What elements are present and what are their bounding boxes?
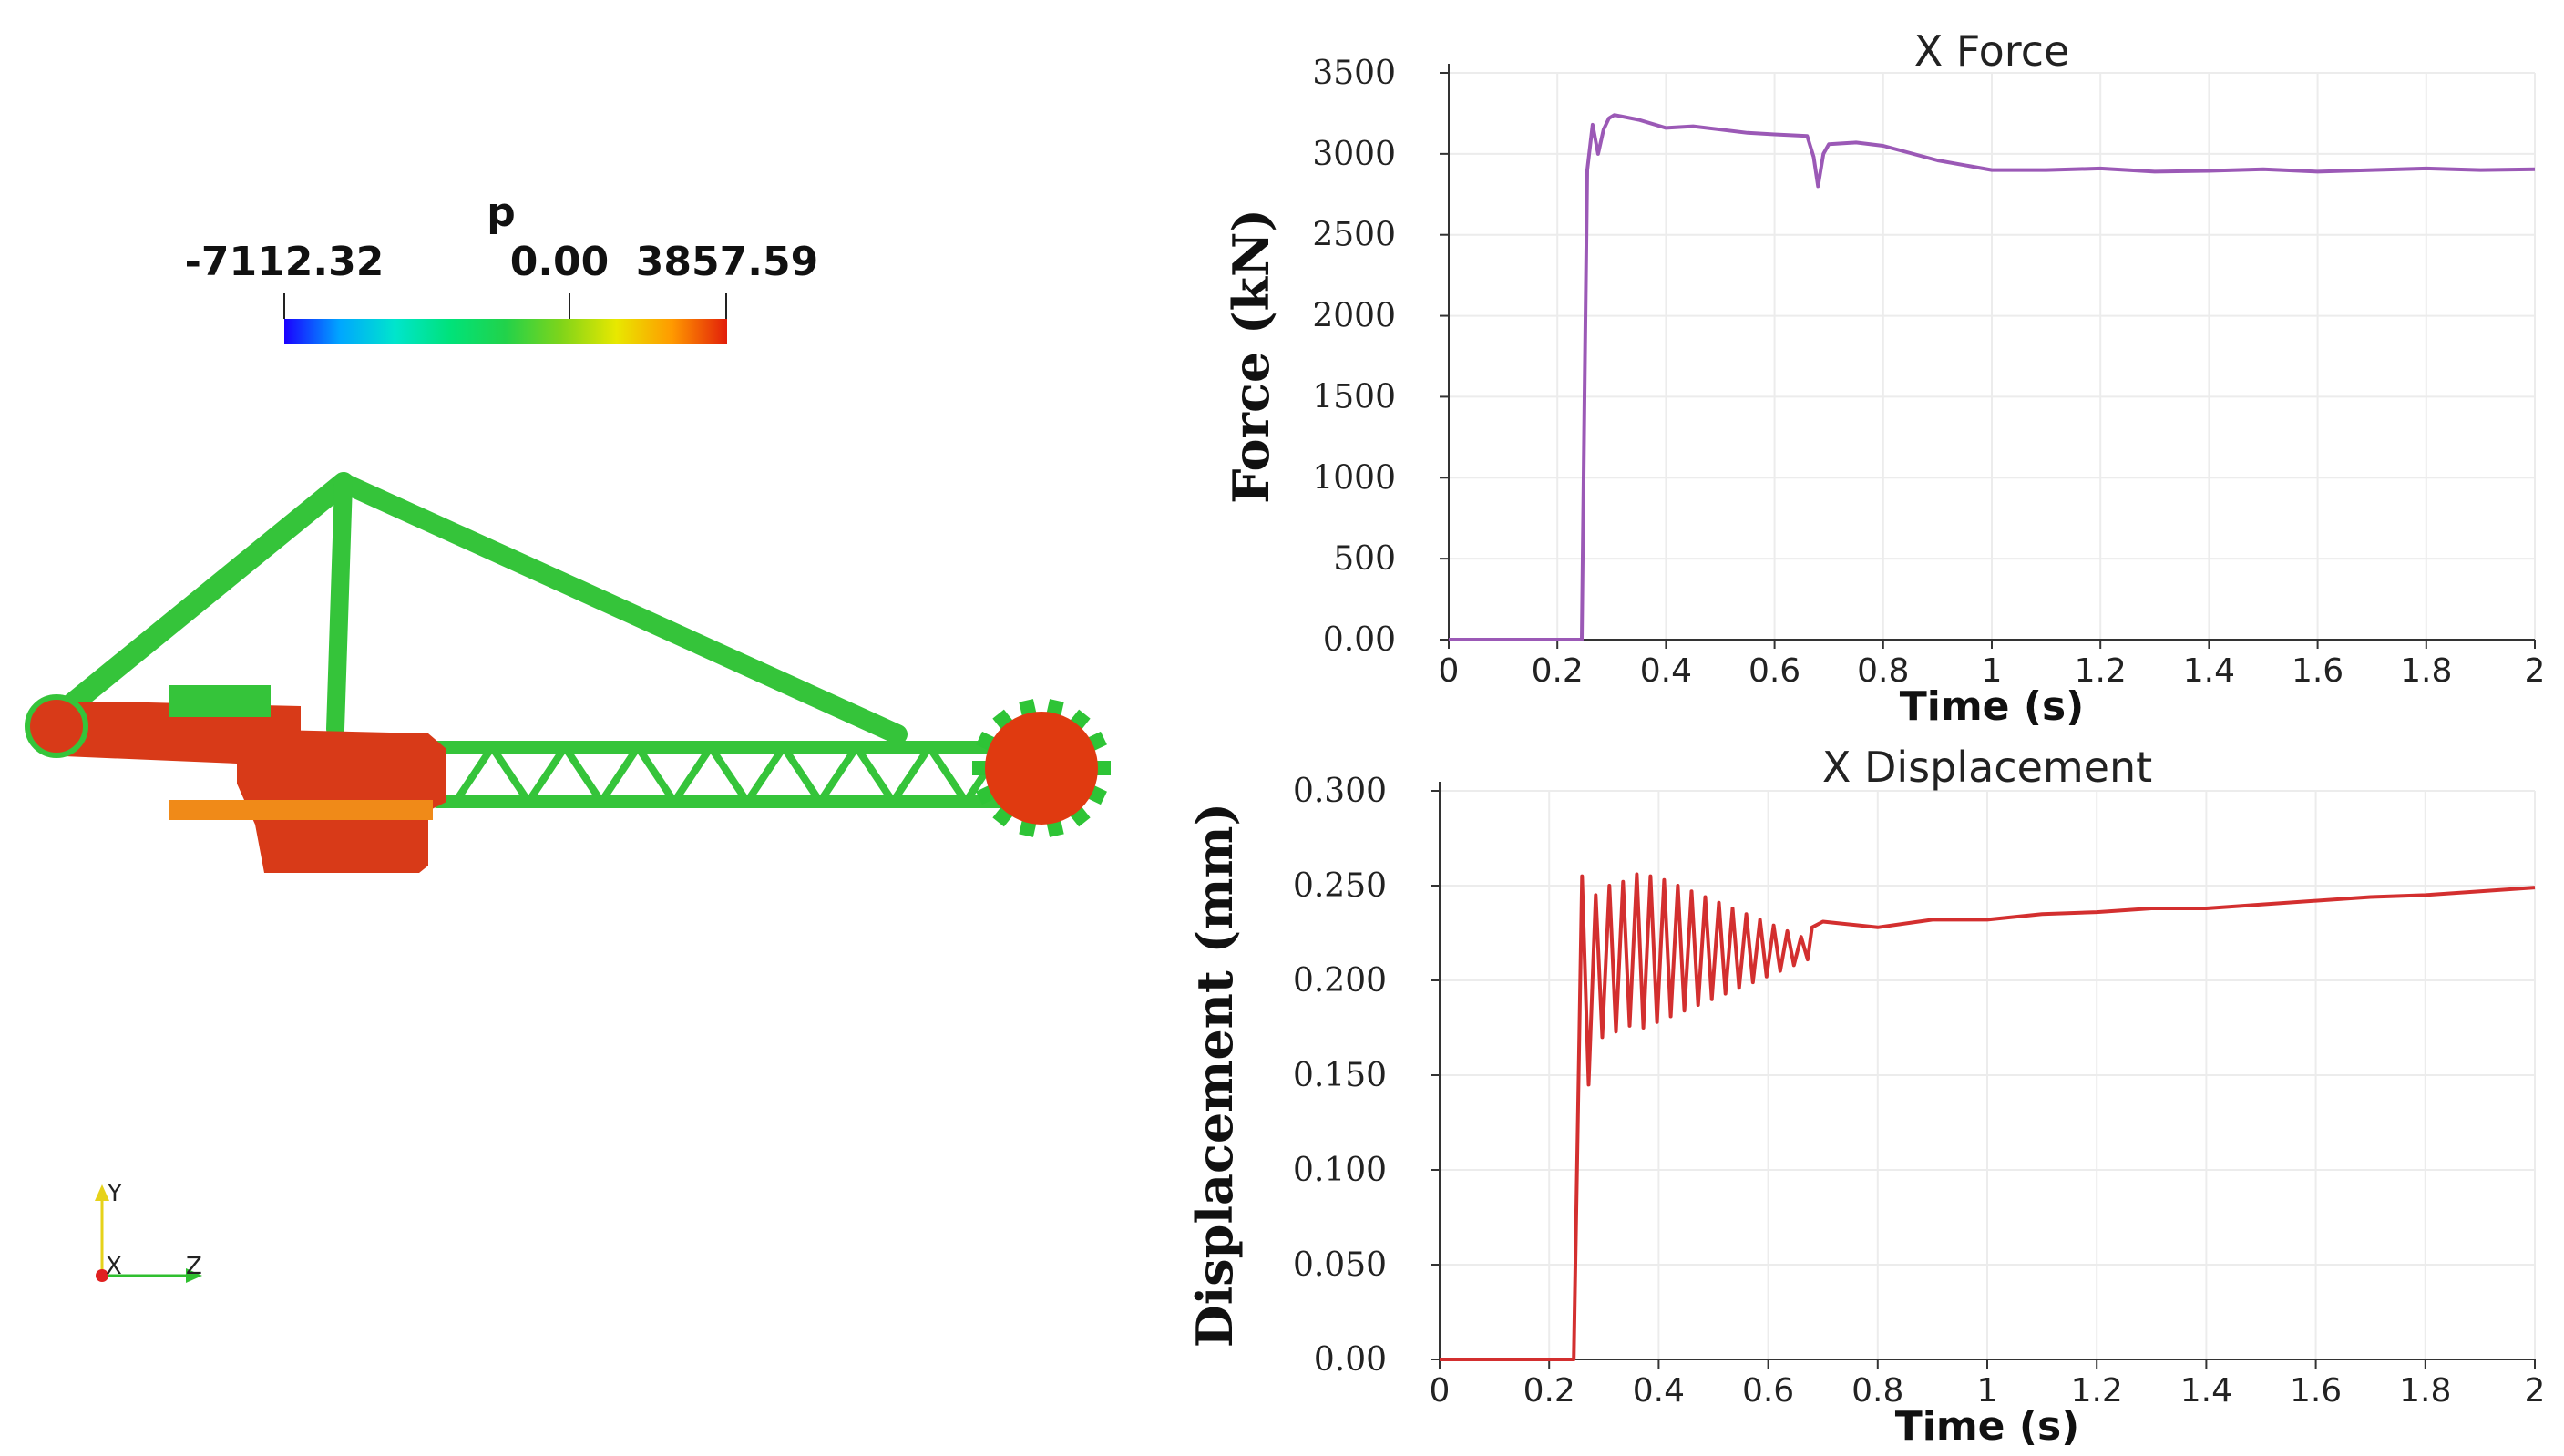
bucket-wheel — [985, 712, 1098, 825]
triad-origin — [96, 1269, 108, 1282]
bucket-tooth — [1046, 699, 1064, 717]
y-tick-label: 0.300 — [1293, 773, 1387, 810]
x-tick-label: 1.2 — [2071, 1372, 2123, 1410]
chart-title: X Force — [1914, 26, 2070, 76]
x-tick-label: 1 — [1982, 652, 2003, 690]
operator-cab — [169, 685, 271, 717]
bucket-tooth — [972, 761, 987, 775]
color-legend: p -7112.32 0.00 3857.59 — [185, 190, 818, 344]
x-axis-label: Time (s) — [1895, 1403, 2080, 1450]
bucket-tooth — [1046, 819, 1064, 837]
boom-lattice — [452, 743, 1006, 805]
x-tick-label: 0.4 — [1633, 1372, 1685, 1410]
x-tick-label: 0.2 — [1523, 1372, 1575, 1410]
y-tick-label: 0.00 — [1314, 1341, 1387, 1379]
y-tick-label: 3500 — [1312, 55, 1396, 92]
y-tick-label: 0.200 — [1293, 962, 1387, 1000]
axes-triad: Y X Z — [95, 1180, 202, 1283]
front-stay — [333, 473, 908, 744]
y-tick-label: 0.150 — [1293, 1057, 1387, 1094]
triad-y-label: Y — [107, 1180, 122, 1207]
x-tick-label: 1.6 — [2292, 652, 2343, 690]
y-axis-label: Force (kN) — [1222, 209, 1280, 504]
lower-deck — [169, 800, 433, 820]
triad-z-label: Z — [186, 1253, 202, 1280]
chart-x-displacement: 0 0.2 0.4 0.6 0.8 1 1.2 1.4 1.6 1.8 2 0.00 0.050 0.10… — [1185, 743, 2545, 1450]
triad-x-label: X — [106, 1253, 122, 1280]
x-tick-label: 2 — [2525, 652, 2546, 690]
x-tick-label: 1.2 — [2075, 652, 2127, 690]
x-tick-label: 0.6 — [1742, 1372, 1794, 1410]
legend-title: p — [487, 190, 516, 236]
series-line — [1449, 113, 2536, 641]
x-axis-label: Time (s) — [1900, 683, 2085, 730]
x-tick-label: 1.4 — [2180, 1372, 2232, 1410]
model-view[interactable]: p -7112.32 0.00 3857.59 — [25, 190, 1111, 1283]
chart-title: X Displacement — [1822, 743, 2152, 792]
legend-mid-label: 0.00 — [510, 239, 610, 285]
y-tick-label: 500 — [1333, 540, 1396, 578]
x-tick-label: 0.8 — [1857, 652, 1909, 690]
legend-min-label: -7112.32 — [185, 239, 385, 285]
x-tick-label: 1.6 — [2290, 1372, 2342, 1410]
x-tick-label: 0 — [1439, 652, 1460, 690]
bucket-tooth — [1019, 699, 1037, 717]
legend-color-bar — [284, 319, 727, 344]
x-tick-label: 0 — [1430, 1372, 1451, 1410]
y-tick-label: 1500 — [1312, 378, 1396, 415]
x-tick-label: 1.8 — [2400, 652, 2452, 690]
x-tick-label: 1 — [1977, 1372, 1998, 1410]
y-tick-label: 2500 — [1312, 217, 1396, 254]
excavator-model — [25, 472, 1111, 873]
bucket-tooth — [1019, 819, 1037, 837]
rear-stay — [53, 472, 354, 722]
x-tick-label: 0.6 — [1749, 652, 1800, 690]
y-tick-label: 0.00 — [1323, 621, 1396, 659]
y-tick-label: 0.050 — [1293, 1246, 1387, 1284]
counterweight-disc — [25, 694, 88, 758]
x-tick-label: 0.8 — [1851, 1372, 1903, 1410]
y-tick-label: 0.250 — [1293, 867, 1387, 905]
y-tick-label: 3000 — [1312, 136, 1396, 173]
triad-z-arrow — [186, 1268, 202, 1283]
legend-max-label: 3857.59 — [636, 239, 818, 285]
series-line — [1440, 872, 2536, 1361]
y-axis-label: Displacement (mm) — [1185, 803, 1244, 1348]
x-tick-label: 0.4 — [1640, 652, 1692, 690]
chart-x-force: 0 0.2 0.4 0.6 0.8 1 1.2 1.4 1.6 1.8 2 0.00 500 1000 15… — [1222, 26, 2545, 730]
x-tick-label: 0.2 — [1532, 652, 1584, 690]
y-tick-label: 1000 — [1312, 459, 1396, 497]
x-tick-label: 2 — [2525, 1372, 2546, 1410]
triad-y-arrow — [95, 1184, 109, 1201]
y-tick-label: 0.100 — [1293, 1152, 1387, 1189]
y-tick-label: 2000 — [1312, 298, 1396, 335]
x-tick-label: 1.8 — [2399, 1372, 2451, 1410]
mast — [326, 474, 353, 738]
x-tick-label: 1.4 — [2183, 652, 2235, 690]
bucket-tooth — [1096, 761, 1111, 775]
